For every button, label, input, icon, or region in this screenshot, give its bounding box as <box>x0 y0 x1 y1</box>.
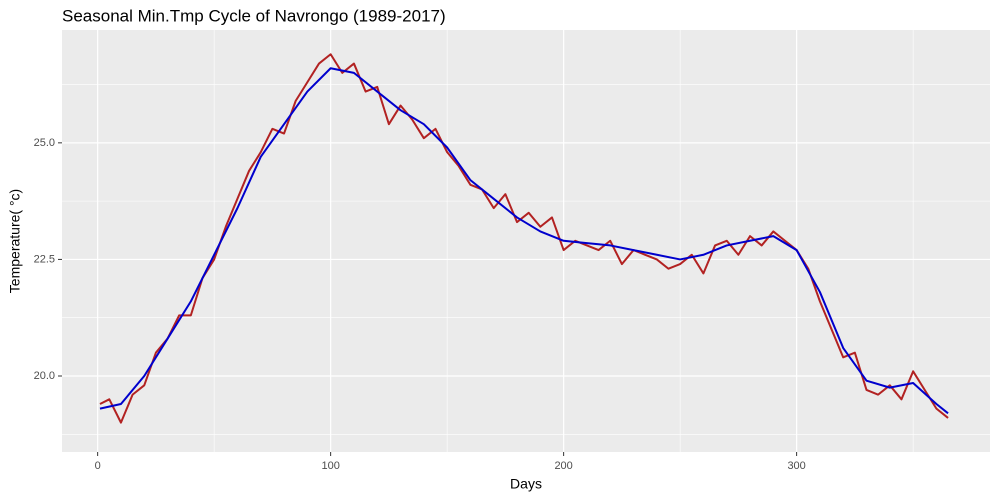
x-tick-label: 300 <box>787 460 805 472</box>
y-tick-label: 20.0 <box>34 370 55 382</box>
x-axis-label: Days <box>510 476 542 492</box>
panel <box>62 30 990 452</box>
chart-title: Seasonal Min.Tmp Cycle of Navrongo (1989… <box>62 6 446 25</box>
x-tick-label: 200 <box>554 460 572 472</box>
y-axis-label: Temperature( °c) <box>7 189 23 293</box>
series-line <box>99 67 949 415</box>
x-tick-label: 0 <box>95 460 101 472</box>
y-tick-label: 25.0 <box>34 137 55 149</box>
y-tick-label: 22.5 <box>34 253 55 265</box>
x-tick-label: 100 <box>321 460 339 472</box>
